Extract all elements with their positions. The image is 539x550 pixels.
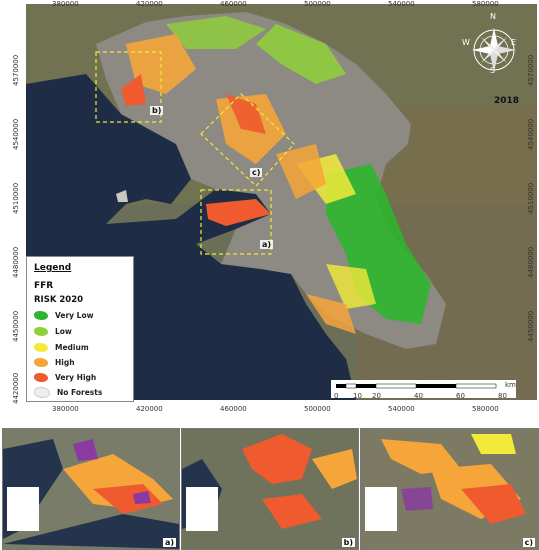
x-tick: 580000 [472, 0, 499, 8]
box-a-label: a) [260, 240, 274, 249]
scale-bar [336, 383, 497, 389]
compass-n-label: N [490, 12, 496, 21]
scale-label: 80 [498, 392, 507, 400]
y-tick: 4540000 [527, 118, 535, 150]
box-b [95, 51, 162, 123]
y-tick: 4450000 [12, 310, 20, 342]
legend-heading: RISK 2020 [34, 295, 84, 305]
legend-item-low: Low [34, 327, 72, 336]
legend-item-medium: Medium [34, 343, 89, 352]
inset-b-map [182, 429, 358, 549]
legend-item-very-low: Very Low [34, 311, 94, 320]
y-tick: 4510000 [527, 182, 535, 214]
inset-b[interactable]: b) [181, 428, 359, 550]
legend-item-no-forests: No Forests [34, 387, 102, 398]
swatch-icon [34, 373, 48, 382]
x-tick: 540000 [388, 405, 415, 413]
scale-label: 20 [372, 392, 381, 400]
box-a [200, 189, 272, 255]
legend-item-label: No Forests [57, 388, 103, 397]
swatch-icon [34, 358, 48, 367]
y-tick: 4570000 [12, 54, 20, 86]
compass-w-label: W [462, 38, 470, 47]
scale-label: 60 [456, 392, 465, 400]
legend-title: Legend [34, 263, 72, 273]
inset-c-map [361, 429, 538, 549]
y-tick: 4540000 [12, 118, 20, 150]
compass-s-label: S [490, 66, 496, 75]
swatch-icon [34, 311, 48, 320]
x-tick: 460000 [220, 0, 247, 8]
legend-item-high: High [34, 358, 75, 367]
legend-item-very-high: Very High [34, 373, 96, 382]
x-tick: 420000 [136, 0, 163, 8]
scale-unit: km [505, 381, 516, 389]
inset-c[interactable]: c) [360, 428, 539, 550]
x-tick: 380000 [52, 0, 79, 8]
x-tick: 500000 [304, 0, 331, 8]
compass-e-label: E [511, 38, 517, 47]
y-tick: 4570000 [527, 54, 535, 86]
legend-subtitle: FFR [34, 281, 54, 291]
forest-very-low [326, 164, 431, 324]
y-tick: 4450000 [527, 310, 535, 342]
y-tick: 4420000 [12, 372, 20, 404]
legend-item-label: High [55, 358, 75, 367]
y-tick: 4480000 [527, 246, 535, 278]
scale-label: 10 [353, 392, 362, 400]
box-c [200, 93, 295, 187]
swatch-icon [34, 327, 48, 336]
swatch-icon [34, 387, 50, 398]
inset-b-label: b) [341, 538, 355, 547]
year-label: 2018 [494, 96, 520, 106]
y-tick: 4510000 [12, 182, 20, 214]
map-legend: Legend FFR RISK 2020 Very Low Low Medium… [26, 256, 134, 402]
x-tick: 540000 [388, 0, 415, 8]
y-tick: 4480000 [12, 246, 20, 278]
box-b-label: b) [150, 106, 164, 115]
inset-a-label: a) [162, 538, 176, 547]
inset-c-label: c) [522, 538, 535, 547]
scale-label: 40 [414, 392, 423, 400]
legend-item-label: Medium [55, 343, 89, 352]
legend-item-label: Low [55, 327, 72, 336]
scale-label: 0 [334, 392, 339, 400]
x-tick: 500000 [304, 405, 331, 413]
compass-rose-icon [472, 28, 516, 72]
swatch-icon [34, 343, 48, 352]
x-tick: 420000 [136, 405, 163, 413]
x-tick: 580000 [472, 405, 499, 413]
legend-item-label: Very High [55, 373, 97, 382]
forest-very-high [206, 199, 271, 226]
x-tick: 380000 [52, 405, 79, 413]
legend-item-label: Very Low [55, 311, 94, 320]
inset-a-map [3, 429, 179, 549]
box-c-label: c) [250, 168, 263, 177]
x-tick: 460000 [220, 405, 247, 413]
inset-a[interactable]: a) [2, 428, 180, 550]
